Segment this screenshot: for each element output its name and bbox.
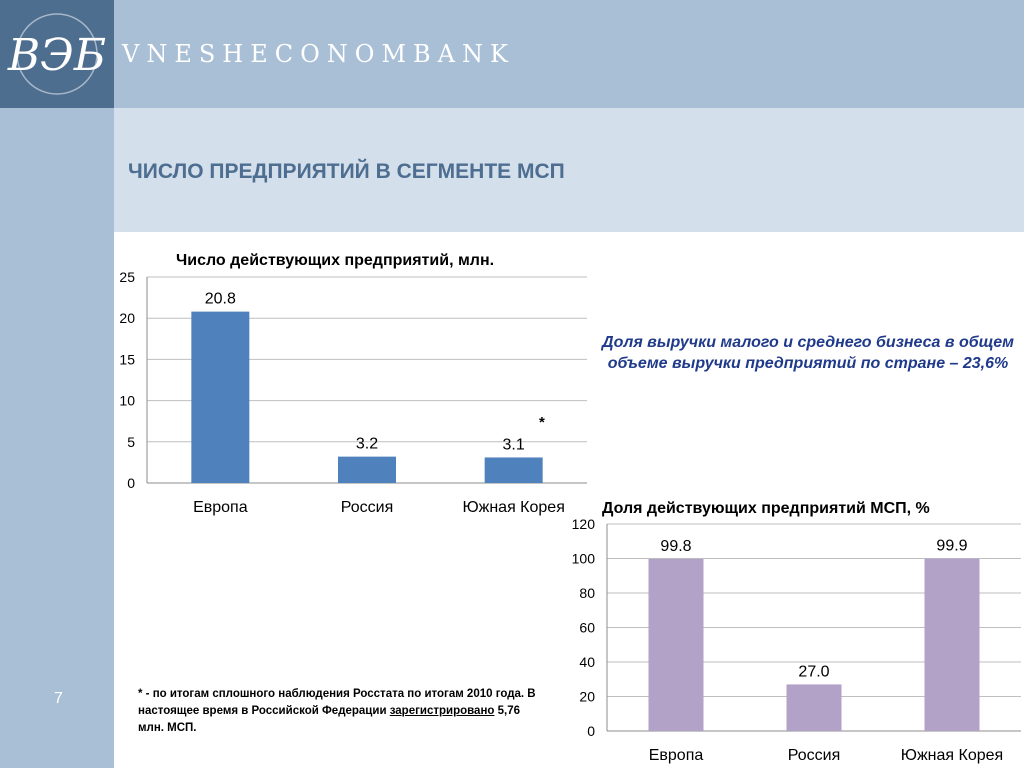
chart1-ytick-label: 0 [127, 475, 135, 491]
footnote-underlined: зарегистрировано [389, 705, 495, 717]
chart2-data-label: 27.0 [798, 663, 829, 680]
chart1-bar [484, 457, 543, 483]
chart2-ytick-label: 40 [579, 654, 595, 670]
chart1-ytick-label: 10 [119, 393, 135, 409]
chart1-category-label: Россия [341, 499, 393, 516]
chart2-ytick-label: 120 [572, 516, 596, 532]
chart2-ytick-label: 80 [579, 585, 595, 601]
revenue-share-note: Доля выручки малого и среднего бизнеса в… [602, 334, 1014, 372]
chart2-bar [786, 684, 842, 731]
chart1-data-label: 20.8 [205, 291, 236, 308]
chart2-title: Доля действующих предприятий МСП, % [602, 500, 930, 517]
title-band [114, 108, 1024, 232]
chart2-category-label: Южная Корея [901, 747, 1003, 764]
logo: ВЭБ [0, 0, 114, 108]
chart2-ytick-label: 20 [579, 689, 595, 705]
chart2-ytick-label: 60 [579, 620, 595, 636]
chart2-ytick-label: 0 [587, 723, 595, 739]
chart2-data-label: 99.8 [660, 538, 691, 555]
footnote-text-2: 5,76 млн. МСП. [138, 705, 520, 734]
chart2-data-label: 99.9 [936, 538, 967, 555]
chart1-ytick-label: 25 [119, 269, 135, 285]
logo-text: ВЭБ [7, 30, 106, 81]
chart1-ytick-label: 20 [119, 310, 135, 326]
chart2-bar [924, 558, 980, 731]
chart2-bar [648, 558, 704, 731]
asterisk-mark: * [539, 414, 545, 431]
brand-name: VNESHECONOMBANK [122, 40, 515, 68]
chart1-ytick-label: 15 [119, 351, 135, 367]
chart2-category-label: Россия [788, 747, 840, 764]
veb-logo-icon: ВЭБ [7, 13, 106, 95]
chart1-ytick-label: 5 [127, 434, 135, 450]
footnote: * - по итогам сплошного наблюдения Росст… [138, 686, 548, 737]
page-number: 7 [54, 690, 63, 707]
left-sidebar [0, 108, 114, 768]
chart1-category-label: Южная Корея [462, 499, 564, 516]
chart1-title: Число действующих предприятий, млн. [176, 252, 495, 269]
chart1-category-label: Европа [193, 499, 248, 516]
chart1-bar [191, 311, 250, 483]
header-bar [0, 0, 1024, 108]
chart2-category-label: Европа [649, 747, 704, 764]
chart1-data-label: 3.1 [503, 436, 525, 453]
chart1-data-label: 3.2 [356, 436, 378, 453]
chart1-bar [338, 456, 396, 483]
chart2-ytick-label: 100 [572, 551, 596, 567]
footnote-text-1: * - по итогам сплошного наблюдения Росст… [138, 688, 536, 717]
page-title: ЧИСЛО ПРЕДПРИЯТИЙ В СЕГМЕНТЕ МСП [128, 160, 565, 183]
